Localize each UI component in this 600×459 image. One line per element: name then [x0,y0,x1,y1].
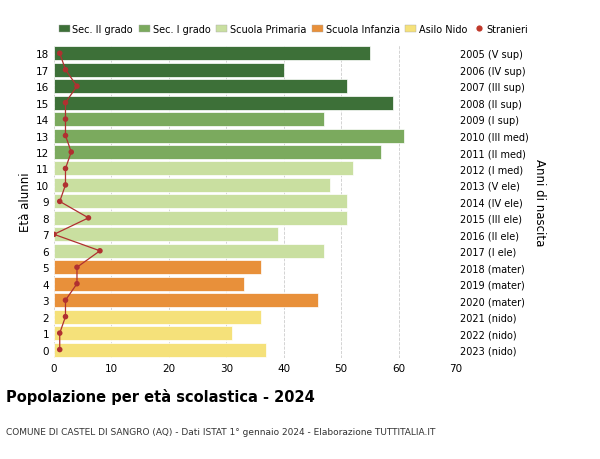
Point [72,280,82,288]
Bar [54,277,244,291]
Bar [54,179,329,192]
Bar [54,326,232,341]
Point [95,247,105,255]
Text: COMUNE DI CASTEL DI SANGRO (AQ) - Dati ISTAT 1° gennaio 2024 - Elaborazione TUTT: COMUNE DI CASTEL DI SANGRO (AQ) - Dati I… [6,427,436,436]
Bar [54,261,261,274]
Bar [54,195,347,209]
Point [61,313,70,321]
Bar [54,244,324,258]
Point [83,215,93,222]
Bar [54,80,347,94]
Point [72,264,82,271]
Bar [54,228,278,242]
Bar [54,310,261,324]
Point [61,67,70,74]
Point [67,149,76,157]
Point [61,100,70,107]
Point [61,297,70,304]
Bar [54,96,393,110]
Bar [54,162,353,176]
Point [61,165,70,173]
Bar [54,343,266,357]
Bar [54,47,370,61]
Point [72,83,82,90]
Point [61,133,70,140]
Point [49,231,59,239]
Bar [54,212,347,225]
Bar [54,113,324,127]
Legend: Sec. II grado, Sec. I grado, Scuola Primaria, Scuola Infanzia, Asilo Nido, Stran: Sec. II grado, Sec. I grado, Scuola Prim… [59,25,529,35]
Text: Popolazione per età scolastica - 2024: Popolazione per età scolastica - 2024 [6,388,315,404]
Point [61,182,70,189]
Point [61,116,70,123]
Bar [54,294,318,308]
Bar [54,146,382,160]
Point [55,50,65,58]
Y-axis label: Anni di nascita: Anni di nascita [533,158,545,246]
Point [55,346,65,353]
Y-axis label: Età alunni: Età alunni [19,172,32,232]
Point [55,330,65,337]
Bar [54,129,404,143]
Bar [54,63,284,78]
Point [55,198,65,206]
